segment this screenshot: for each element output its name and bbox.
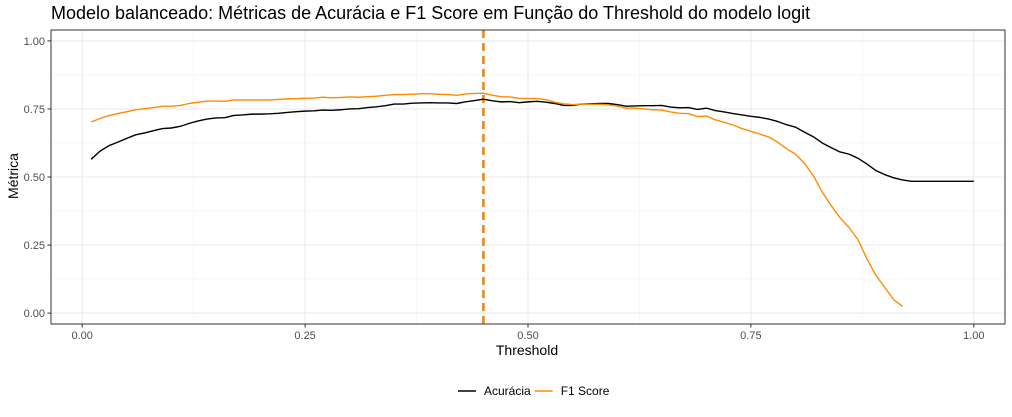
legend: Acurácia F1 Score	[458, 384, 610, 398]
y-axis-title: Métrica	[5, 153, 21, 199]
x-tick-label: 0.75	[740, 330, 761, 342]
gridlines	[51, 30, 1005, 324]
x-tick-label: 0.50	[517, 330, 538, 342]
y-tick-label: 1.00	[24, 36, 45, 48]
series-line-0	[90, 98, 974, 183]
y-tick-label: 0.25	[24, 240, 45, 252]
x-tick-label: 0.25	[294, 330, 315, 342]
legend-label-0: Acurácia	[484, 384, 531, 398]
y-tick-label: 0.50	[24, 172, 45, 184]
axis-ticks: 0.00 0.25 0.50 0.75 1.00 0.00 0.25 0.50 0.75 1.00	[24, 36, 985, 342]
x-tick-label: 1.00	[963, 330, 984, 342]
y-tick-label: 0.75	[24, 104, 45, 116]
legend-label-1: F1 Score	[561, 384, 610, 398]
x-axis-title: Threshold	[496, 342, 558, 358]
x-tick-label: 0.00	[71, 330, 92, 342]
y-tick-label: 0.00	[24, 308, 45, 320]
series-lines	[90, 92, 974, 307]
chart-title: Modelo balanceado: Métricas de Acurácia …	[51, 3, 810, 23]
series-line-1	[90, 92, 903, 307]
